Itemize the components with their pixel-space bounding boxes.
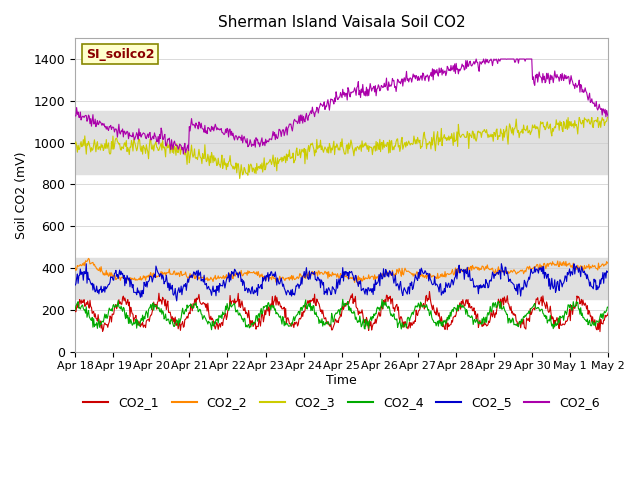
- X-axis label: Time: Time: [326, 374, 357, 387]
- Title: Sherman Island Vaisala Soil CO2: Sherman Island Vaisala Soil CO2: [218, 15, 465, 30]
- Bar: [75, 257, 608, 300]
- Text: SI_soilco2: SI_soilco2: [86, 48, 154, 60]
- Y-axis label: Soil CO2 (mV): Soil CO2 (mV): [15, 151, 28, 239]
- Legend: CO2_1, CO2_2, CO2_3, CO2_4, CO2_5, CO2_6: CO2_1, CO2_2, CO2_3, CO2_4, CO2_5, CO2_6: [79, 391, 605, 414]
- Bar: [75, 111, 608, 174]
